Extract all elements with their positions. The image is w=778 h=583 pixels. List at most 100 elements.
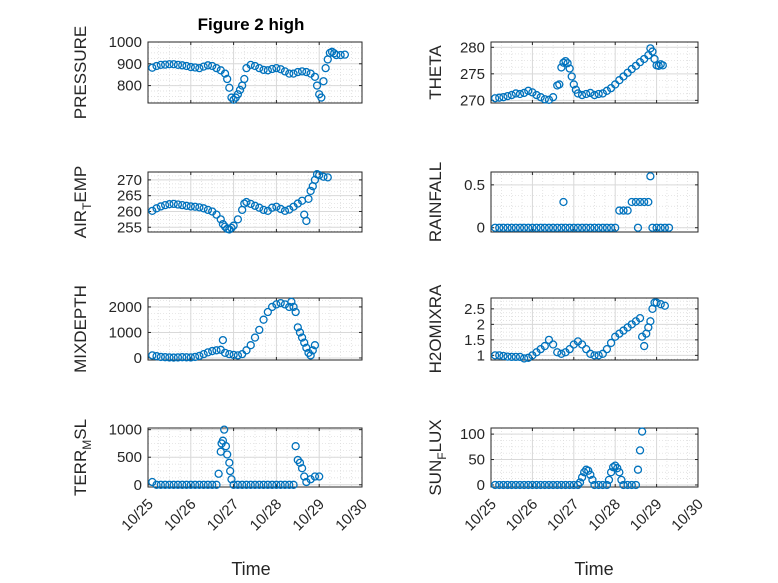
pressure-data-point [310, 72, 320, 82]
sun-flux-data-point [631, 480, 641, 490]
pressure-data-point [195, 63, 204, 73]
rainfall-data-point [582, 223, 591, 232]
h2omixra-data-point [640, 341, 649, 351]
air-temp-y-tick-label: 265 [117, 188, 142, 205]
rainfall-data-point [633, 223, 643, 232]
sun-flux-data-point [557, 480, 566, 490]
sun-flux-data-point [588, 475, 597, 485]
terr-msl-data-point [259, 480, 268, 489]
rainfall-data-point [656, 223, 665, 232]
rainfall-data-point [598, 223, 607, 232]
pressure-data-point [240, 74, 249, 84]
theta-data-point [557, 63, 566, 72]
mixdepth-data-point [220, 348, 230, 358]
terr-msl-data-point [173, 480, 183, 489]
air-temp-data-point [255, 203, 264, 212]
pressure-data-point [302, 67, 311, 77]
mixdepth-data-point [195, 351, 204, 361]
air-temp-data-point [203, 205, 213, 215]
mixdepth-data-point [182, 353, 191, 362]
mixdepth-data-point [242, 346, 251, 355]
air-temp-data-point [229, 221, 238, 230]
mixdepth-y-tick-label: 2000 [109, 299, 142, 316]
h2omixra-data-point [646, 317, 655, 326]
figure-title: Figure 2 high [198, 15, 305, 34]
sun-flux-data-point [635, 446, 645, 455]
rainfall-data-point [532, 223, 541, 232]
h2omixra-data-point [544, 335, 554, 345]
rainfall-data-point [648, 223, 657, 232]
rainfall-data-point [548, 223, 558, 232]
mixdepth-data-point [276, 298, 285, 308]
air-temp-data-point [148, 206, 157, 215]
sun-flux-y-tick-label: 50 [468, 452, 485, 469]
air-temp-axes-box [147, 171, 363, 233]
theta-data-point [499, 93, 508, 102]
sun-flux-data-point [536, 480, 545, 490]
mixdepth-data-point [300, 338, 309, 347]
mixdepth-data-point [259, 315, 268, 324]
pressure-y-tick-label: 1000 [109, 34, 142, 51]
rainfall-data-point [507, 223, 516, 232]
pressure-data-point [182, 61, 191, 71]
sun-flux-data-point [586, 470, 595, 479]
pressure-subplot: 800 900 1000 PRESSURE [71, 26, 363, 119]
theta-y-tick-label: 275 [460, 66, 485, 83]
rainfall-data-point [524, 223, 533, 232]
pressure-data-point [297, 67, 307, 76]
pressure-data-point [190, 63, 200, 72]
theta-data-point [548, 93, 558, 102]
mixdepth-subplot: 0 1000 2000 MIXDEPTH [71, 285, 363, 373]
pressure-data-point [317, 93, 326, 102]
theta-data-point [561, 56, 570, 66]
mixdepth-data-point [152, 352, 161, 361]
air-temp-data-point [152, 204, 161, 213]
mixdepth-data-point [186, 353, 195, 362]
pressure-data-point [203, 61, 213, 70]
terr-msl-data-point [223, 450, 232, 459]
pressure-data-point [285, 69, 294, 78]
rainfall-data-point [557, 223, 566, 232]
air-temp-data-point [242, 197, 251, 207]
theta-data-point [528, 88, 537, 97]
rainfall-data-point [569, 223, 578, 232]
air-temp-data-point [212, 210, 221, 219]
sun-flux-y-tick-label: 0 [477, 477, 485, 494]
mixdepth-data-point [190, 352, 200, 362]
h2omixra-data-point [577, 340, 587, 349]
pressure-data-point [267, 64, 277, 74]
terr-msl-data-point [156, 480, 165, 489]
mixdepth-data-point [165, 353, 174, 362]
sun-flux-data-point [495, 480, 504, 490]
sun-flux-data-point [608, 463, 618, 472]
pressure-data-point [229, 95, 238, 104]
terr-msl-data-point [246, 480, 255, 489]
theta-data-point [611, 80, 620, 89]
pressure-data-point [173, 60, 183, 70]
sun-flux-data-point [540, 480, 549, 490]
theta-y-tick-label: 280 [460, 39, 485, 56]
h2omixra-data-point [495, 351, 504, 360]
theta-data-point [490, 94, 500, 103]
terr-msl-data-point [233, 480, 243, 489]
pressure-data-point [263, 66, 272, 75]
h2omixra-data-point [557, 349, 566, 358]
h2omixra-data-point [656, 300, 665, 309]
air-temp-data-point [250, 201, 260, 210]
air-temp-data-point [199, 204, 208, 213]
theta-data-point [569, 80, 578, 89]
theta-data-point [540, 95, 549, 104]
theta-data-point [507, 90, 516, 100]
theta-data-point [559, 58, 568, 67]
pressure-data-point [152, 61, 161, 71]
rainfall-data-point [590, 223, 599, 232]
rainfall-data-point [503, 223, 512, 232]
mixdepth-axes-box [147, 297, 363, 361]
pressure-data-point [208, 61, 217, 71]
air-temp-data-point [190, 202, 200, 211]
sun-flux-data-point [499, 480, 508, 490]
pressure-data-point [280, 67, 290, 76]
terr-msl-data-point [195, 480, 204, 489]
terr-msl-data-point [214, 469, 223, 478]
rainfall-data-point [652, 223, 661, 232]
